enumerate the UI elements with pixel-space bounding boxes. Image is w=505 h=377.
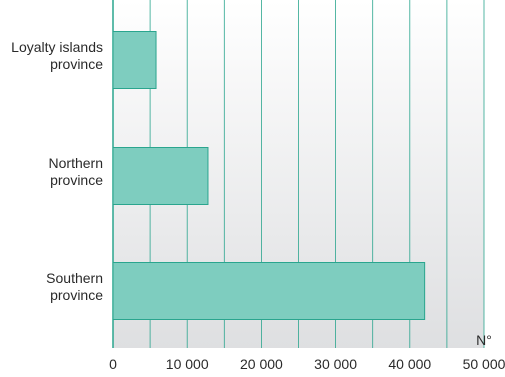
category-label: Northern province bbox=[49, 155, 104, 188]
x-tick-label: 40 000 bbox=[388, 356, 431, 372]
x-tick-label: 10 000 bbox=[166, 356, 209, 372]
category-label: Loyalty islands province bbox=[11, 39, 103, 72]
x-tick-label: 0 bbox=[109, 356, 117, 372]
bars bbox=[112, 31, 426, 320]
bar bbox=[112, 31, 157, 89]
bar bbox=[112, 262, 426, 320]
x-axis-label: N° bbox=[476, 332, 492, 348]
category-labels: Loyalty islands province Northern province S… bbox=[11, 39, 103, 303]
bar bbox=[112, 147, 209, 205]
x-tick-label: 50 000 bbox=[463, 356, 505, 372]
category-label: Southern province bbox=[46, 270, 103, 303]
x-tick-label: 30 000 bbox=[314, 356, 357, 372]
x-tick-labels: 0 10 000 20 000 30 000 40 000 50 000 bbox=[109, 356, 505, 372]
x-tick-label: 20 000 bbox=[240, 356, 283, 372]
